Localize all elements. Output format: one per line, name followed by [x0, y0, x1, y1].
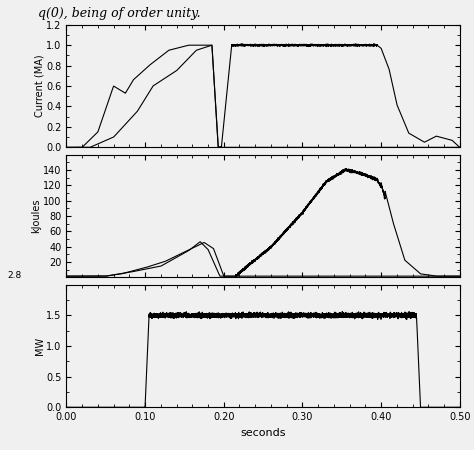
Y-axis label: MW: MW: [35, 337, 45, 355]
Y-axis label: Current (MA): Current (MA): [35, 55, 45, 117]
Text: q(0), being of order unity.: q(0), being of order unity.: [38, 7, 201, 20]
Y-axis label: kJoules: kJoules: [32, 199, 42, 233]
Text: 2.8: 2.8: [7, 270, 21, 279]
X-axis label: seconds: seconds: [240, 428, 286, 438]
